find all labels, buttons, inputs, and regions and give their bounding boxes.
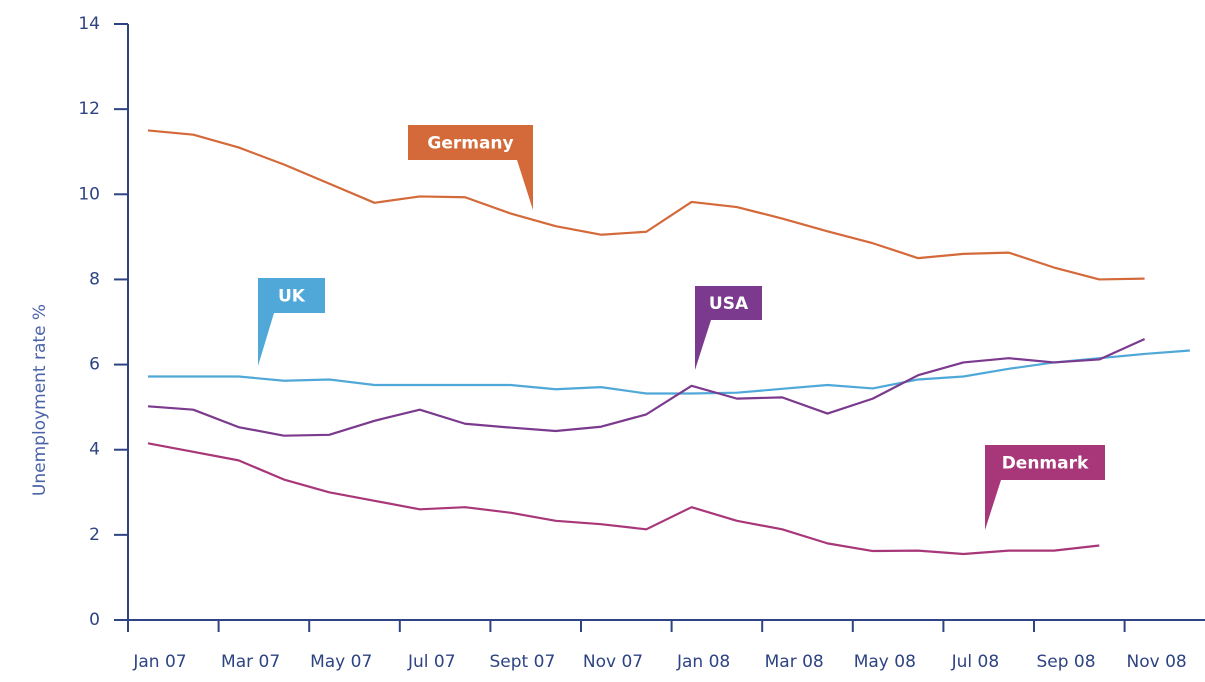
series-line [147,442,1100,556]
series-line [148,349,1190,395]
y-tick-label: 2 [89,525,100,545]
y-tick-label: 8 [89,269,100,289]
callout-tail [985,480,1001,530]
y-tick-label: 6 [89,355,100,375]
y-axis-label: Unemployment rate % [30,304,50,496]
x-tick-label: Jul 08 [951,652,1000,672]
legend-label: UK [278,287,306,307]
x-tick-label: Jan 07 [132,652,186,672]
x-tick-label: Jul 07 [407,652,456,672]
callout-box [258,278,325,313]
x-tick-label: Mar 07 [221,652,280,672]
callout-tail [695,320,711,370]
series-line [147,338,1146,437]
callout-box [408,125,533,160]
x-tick-label: Nov 08 [1126,652,1186,672]
x-tick-label: May 07 [310,652,372,672]
y-tick-label: 14 [78,14,100,34]
x-tick-label: Sept 07 [490,652,556,672]
callout-tail [517,160,533,210]
legend-label: USA [709,294,749,314]
legend-label: Denmark [1002,454,1089,474]
x-tick-label: Jan 08 [676,652,730,672]
y-tick-label: 12 [78,99,100,119]
y-tick-label: 4 [89,440,100,460]
x-tick-label: May 08 [854,652,916,672]
y-tick-label: 0 [89,610,100,630]
callout-tail [258,313,274,366]
y-tick-label: 10 [78,184,100,204]
callout-box [985,445,1105,480]
x-tick-label: Mar 08 [765,652,824,672]
x-tick-label: Nov 07 [583,652,643,672]
x-tick-label: Sep 08 [1036,652,1095,672]
series-line [147,129,1145,281]
legend-label: Germany [427,134,513,154]
callout-box [695,286,762,320]
